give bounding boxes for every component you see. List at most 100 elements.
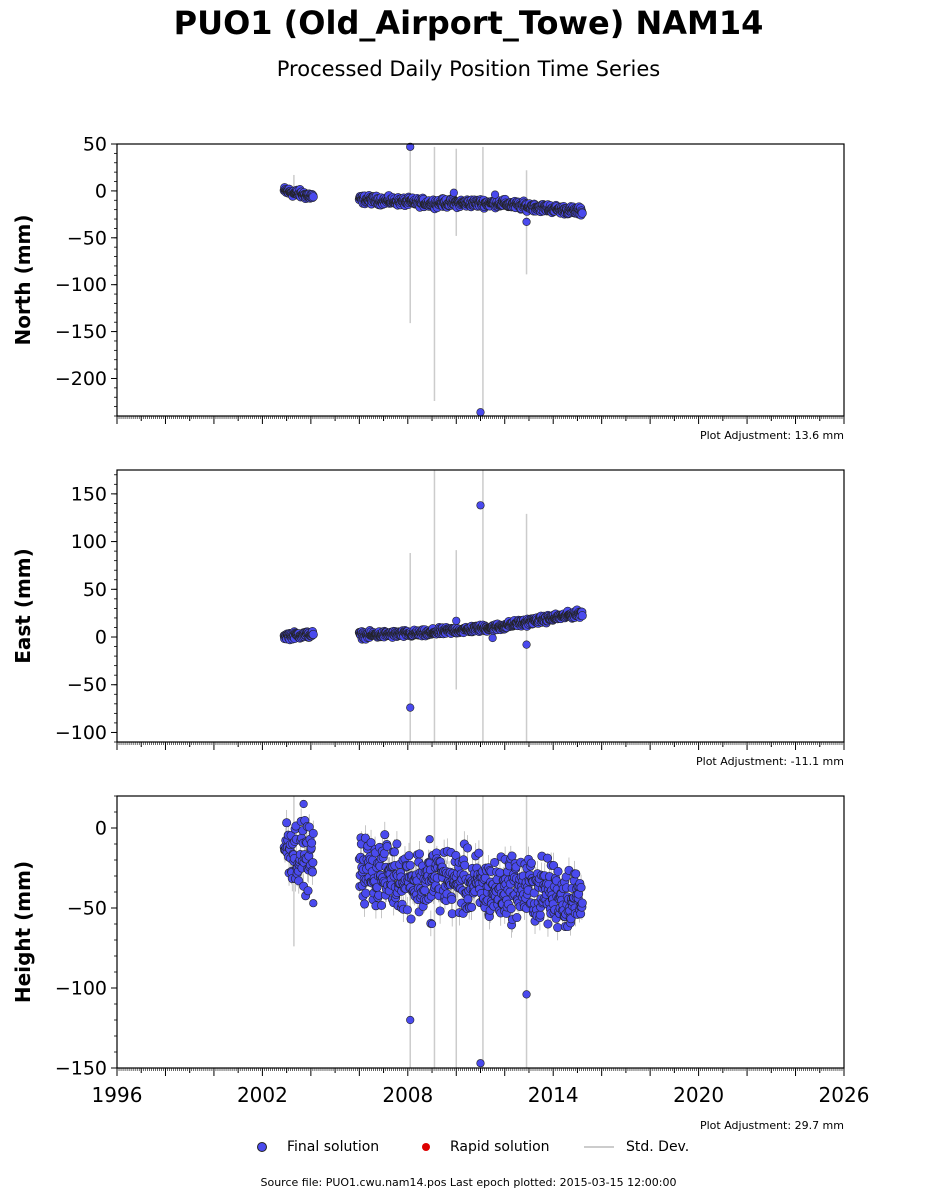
east-outlier-point bbox=[452, 616, 461, 625]
east-point bbox=[577, 611, 587, 621]
north-ytick-label: −50 bbox=[67, 227, 107, 249]
height-point bbox=[405, 860, 415, 870]
north-outlier-point bbox=[406, 142, 415, 151]
height-point bbox=[307, 838, 317, 848]
xtick-label: 2008 bbox=[382, 1083, 433, 1107]
xtick-label: 2020 bbox=[673, 1083, 724, 1107]
xtick-label: 1996 bbox=[92, 1083, 143, 1107]
height-axis-label: Height (mm) bbox=[11, 861, 35, 1003]
height-outlier-point bbox=[406, 1015, 415, 1025]
east-ytick-label: 0 bbox=[95, 627, 107, 649]
north-ytick-label: −150 bbox=[55, 321, 107, 343]
legend-final-label: Final solution bbox=[287, 1139, 380, 1155]
north-ytick-label: 0 bbox=[95, 180, 107, 202]
xtick-label: 2014 bbox=[528, 1083, 579, 1107]
height-ytick-label: −100 bbox=[55, 978, 107, 1000]
height-point bbox=[402, 905, 412, 915]
height-point bbox=[447, 894, 457, 904]
east-ytick-label: 150 bbox=[71, 483, 107, 505]
xtick-label: 2002 bbox=[237, 1083, 288, 1107]
height-point bbox=[382, 841, 392, 851]
north-point bbox=[577, 208, 587, 218]
north-point bbox=[308, 192, 318, 202]
height-point bbox=[392, 839, 402, 849]
height-point bbox=[543, 853, 553, 863]
height-point bbox=[553, 923, 563, 933]
height-point bbox=[512, 913, 522, 923]
height-point bbox=[553, 866, 563, 876]
height-outlier-point bbox=[522, 990, 531, 999]
chart-subtitle: Processed Daily Position Time Series bbox=[276, 57, 661, 81]
legend-rapid: Rapid solution bbox=[422, 1139, 550, 1155]
east-outlier-point bbox=[476, 501, 485, 510]
height-point bbox=[435, 906, 445, 916]
height-outlier-point bbox=[476, 1059, 485, 1068]
height-ytick-label: −50 bbox=[67, 898, 107, 920]
east-plot-area bbox=[279, 470, 587, 742]
height-outlier-point bbox=[425, 835, 434, 844]
height-point bbox=[361, 888, 371, 898]
north-plot-area bbox=[279, 142, 587, 417]
height-point bbox=[526, 858, 536, 868]
height-point bbox=[404, 851, 414, 861]
xtick-label: 2026 bbox=[819, 1083, 870, 1107]
north-ytick-label: 50 bbox=[83, 134, 107, 156]
east-ytick-label: 100 bbox=[71, 531, 107, 553]
height-point bbox=[308, 858, 318, 868]
east-axis-label: East (mm) bbox=[11, 548, 35, 664]
std-dev-line-icon bbox=[584, 1146, 614, 1148]
height-point bbox=[543, 919, 553, 929]
height-point bbox=[490, 858, 500, 868]
east-outlier-point bbox=[488, 633, 497, 643]
north-outlier-point bbox=[522, 217, 531, 226]
final-solution-marker-icon bbox=[257, 1142, 267, 1152]
east-plot-adjustment: Plot Adjustment: -11.1 mm bbox=[696, 755, 844, 768]
legend-stddev-label: Std. Dev. bbox=[626, 1139, 690, 1155]
height-point bbox=[474, 848, 484, 858]
east-ytick-label: −100 bbox=[55, 722, 107, 744]
height-outlier-point bbox=[427, 919, 437, 929]
north-plot-adjustment: Plot Adjustment: 13.6 mm bbox=[699, 429, 844, 442]
height-plot-adjustment: Plot Adjustment: 29.7 mm bbox=[699, 1119, 844, 1132]
east-ytick-label: −50 bbox=[67, 674, 107, 696]
height-outlier-point bbox=[299, 799, 308, 809]
source-footer: Source file: PUO1.cwu.nam14.pos Last epo… bbox=[260, 1176, 677, 1189]
east-frame bbox=[116, 469, 845, 743]
height-frame bbox=[116, 795, 845, 1069]
height-point bbox=[577, 898, 587, 908]
height-point bbox=[467, 902, 477, 912]
east-ytick-label: 50 bbox=[83, 579, 107, 601]
height-ytick-label: 0 bbox=[95, 818, 107, 840]
north-panel: 50 0 −50 −100 −150 −200 North (mm) bbox=[11, 134, 845, 424]
height-point bbox=[303, 886, 313, 896]
height-point bbox=[377, 900, 387, 910]
north-outlier-point bbox=[449, 188, 458, 197]
north-frame bbox=[116, 143, 845, 417]
height-panel: 0 −50 −100 −150 1996 2002 2008 2014 2020 2026 Heig… bbox=[11, 795, 870, 1107]
height-plot-area bbox=[279, 796, 587, 1068]
height-point bbox=[506, 904, 516, 914]
east-outlier-point bbox=[522, 640, 531, 649]
legend-stddev: Std. Dev. bbox=[584, 1139, 689, 1155]
north-ytick-label: −200 bbox=[55, 368, 107, 390]
legend-final: Final solution bbox=[257, 1139, 379, 1155]
height-point bbox=[380, 830, 390, 840]
rapid-solution-marker-icon bbox=[422, 1143, 430, 1151]
height-point bbox=[308, 828, 318, 838]
height-point bbox=[576, 883, 586, 893]
chart-title: PUO1 (Old_Airport_Towe) NAM14 bbox=[173, 4, 764, 42]
height-point bbox=[507, 851, 517, 861]
height-point bbox=[304, 822, 314, 832]
height-point bbox=[571, 869, 581, 879]
height-point bbox=[406, 914, 416, 924]
height-point bbox=[282, 818, 292, 828]
height-point bbox=[535, 910, 545, 920]
legend: Final solution Rapid solution Std. Dev. bbox=[0, 1137, 937, 1159]
height-outlier-point bbox=[309, 899, 318, 908]
legend-rapid-label: Rapid solution bbox=[450, 1139, 550, 1155]
height-point bbox=[463, 843, 473, 853]
east-panel: 150 100 50 0 −50 −100 East (mm) bbox=[11, 469, 845, 750]
height-point bbox=[389, 847, 399, 857]
east-outlier-point bbox=[406, 703, 415, 712]
